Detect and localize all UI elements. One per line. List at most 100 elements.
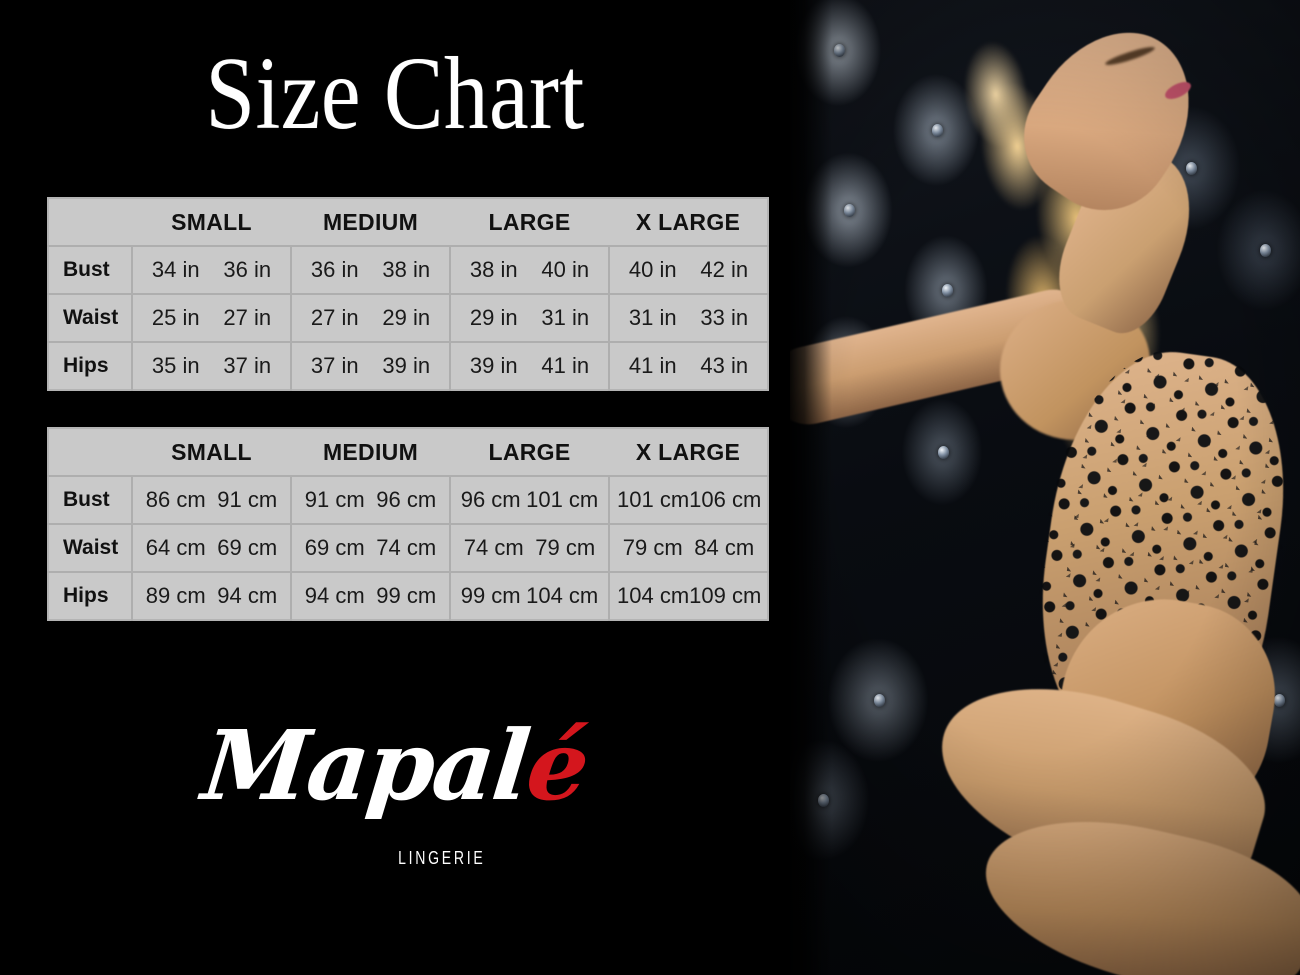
value-max: 43 in xyxy=(700,353,749,378)
value-max: 38 in xyxy=(382,257,431,282)
value-max: 33 in xyxy=(700,305,749,330)
size-table-inches: SMALL MEDIUM LARGE X LARGE Bust 34 in 36… xyxy=(47,197,769,391)
brand-wordmark: Mapalé xyxy=(0,709,795,822)
cell-hips-large: 99 cm 104 cm xyxy=(450,572,610,620)
table-header-inches: SMALL MEDIUM LARGE X LARGE xyxy=(48,198,768,246)
value-max: 37 in xyxy=(223,353,272,378)
header-small: SMALL xyxy=(132,428,291,476)
header-xlarge: X LARGE xyxy=(609,428,768,476)
value-min: 89 cm xyxy=(145,583,206,608)
value-max: 96 cm xyxy=(376,487,437,512)
cell-bust-small: 86 cm 91 cm xyxy=(132,476,292,524)
header-small: SMALL xyxy=(132,198,291,246)
value-min: 86 cm xyxy=(145,487,206,512)
value-max: 40 in xyxy=(541,257,590,282)
row-label-waist: Waist xyxy=(48,294,133,342)
table-header-row: SMALL MEDIUM LARGE X LARGE xyxy=(48,428,768,476)
header-large: LARGE xyxy=(450,198,609,246)
value-min: 74 cm xyxy=(463,535,524,560)
cell-waist-small: 25 in 27 in xyxy=(132,294,292,342)
photo-vignette xyxy=(786,0,1300,975)
value-max: 79 cm xyxy=(535,535,596,560)
value-min: 37 in xyxy=(310,353,359,378)
value-min: 36 in xyxy=(310,257,359,282)
value-min: 69 cm xyxy=(304,535,365,560)
info-panel: Size Chart SMALL MEDIUM LARGE X LARGE Bu… xyxy=(0,41,790,898)
cell-bust-large: 38 in 40 in xyxy=(450,246,610,294)
value-max: 74 cm xyxy=(376,535,437,560)
row-label-bust: Bust xyxy=(48,476,133,524)
cell-bust-small: 34 in 36 in xyxy=(132,246,292,294)
table-row: Waist 64 cm 69 cm 69 cm 74 cm xyxy=(48,524,768,572)
value-min: 29 in xyxy=(469,305,518,330)
cell-hips-medium: 37 in 39 in xyxy=(291,342,451,390)
value-max: 106 cm xyxy=(689,487,762,512)
value-min: 104 cm xyxy=(617,583,690,608)
row-label-hips: Hips xyxy=(48,572,133,620)
header-large: LARGE xyxy=(450,428,609,476)
value-min: 96 cm xyxy=(460,487,521,512)
value-max: 99 cm xyxy=(376,583,437,608)
brand-subtitle: LINGERIE xyxy=(398,848,486,868)
cell-hips-xlarge: 41 in 43 in xyxy=(609,342,768,390)
value-min: 79 cm xyxy=(622,535,683,560)
value-min: 91 cm xyxy=(304,487,365,512)
value-min: 99 cm xyxy=(460,583,521,608)
value-max: 39 in xyxy=(382,353,431,378)
table-body-cm: Bust 86 cm 91 cm 91 cm 96 cm xyxy=(48,476,768,620)
value-min: 31 in xyxy=(628,305,677,330)
header-corner xyxy=(48,428,132,476)
cell-waist-medium: 27 in 29 in xyxy=(291,294,451,342)
cell-bust-xlarge: 101 cm 106 cm xyxy=(609,476,768,524)
cell-waist-xlarge: 79 cm 84 cm xyxy=(609,524,768,572)
table-header-row: SMALL MEDIUM LARGE X LARGE xyxy=(48,198,768,246)
value-min: 38 in xyxy=(469,257,518,282)
value-max: 109 cm xyxy=(689,583,762,608)
cell-bust-medium: 91 cm 96 cm xyxy=(291,476,451,524)
value-min: 39 in xyxy=(469,353,518,378)
cell-waist-large: 74 cm 79 cm xyxy=(450,524,610,572)
table-row: Bust 34 in 36 in 36 in 38 in xyxy=(48,246,768,294)
table-header-cm: SMALL MEDIUM LARGE X LARGE xyxy=(48,428,768,476)
value-max: 69 cm xyxy=(217,535,278,560)
size-table-centimeters: SMALL MEDIUM LARGE X LARGE Bust 86 cm 91… xyxy=(47,427,769,621)
table-body-inches: Bust 34 in 36 in 36 in 38 in xyxy=(48,246,768,390)
cell-hips-xlarge: 104 cm 109 cm xyxy=(609,572,768,620)
value-min: 34 in xyxy=(151,257,200,282)
row-label-bust: Bust xyxy=(48,246,133,294)
value-max: 101 cm xyxy=(526,487,599,512)
value-min: 94 cm xyxy=(304,583,365,608)
cell-bust-medium: 36 in 38 in xyxy=(291,246,451,294)
header-xlarge: X LARGE xyxy=(609,198,768,246)
value-min: 35 in xyxy=(151,353,200,378)
header-corner xyxy=(48,198,132,246)
value-max: 31 in xyxy=(541,305,590,330)
brand-name-main: Mapal xyxy=(197,709,534,822)
value-max: 42 in xyxy=(700,257,749,282)
cell-waist-medium: 69 cm 74 cm xyxy=(291,524,451,572)
table-row: Hips 89 cm 94 cm 94 cm 99 cm xyxy=(48,572,768,620)
cell-hips-medium: 94 cm 99 cm xyxy=(291,572,451,620)
value-min: 40 in xyxy=(628,257,677,282)
value-min: 64 cm xyxy=(145,535,206,560)
cell-hips-small: 89 cm 94 cm xyxy=(132,572,292,620)
cell-waist-small: 64 cm 69 cm xyxy=(132,524,292,572)
cell-bust-large: 96 cm 101 cm xyxy=(450,476,610,524)
header-medium: MEDIUM xyxy=(291,428,450,476)
value-max: 104 cm xyxy=(526,583,599,608)
value-max: 29 in xyxy=(382,305,431,330)
value-max: 27 in xyxy=(223,305,272,330)
cell-hips-large: 39 in 41 in xyxy=(450,342,610,390)
value-max: 91 cm xyxy=(217,487,278,512)
table-row: Waist 25 in 27 in 27 in 29 in xyxy=(48,294,768,342)
row-label-waist: Waist xyxy=(48,524,133,572)
brand-name-accent: é xyxy=(521,709,593,822)
brand-logo: Mapalé LINGERIE xyxy=(0,709,790,898)
value-min: 25 in xyxy=(151,305,200,330)
value-max: 94 cm xyxy=(217,583,278,608)
table-row: Hips 35 in 37 in 37 in 39 in xyxy=(48,342,768,390)
value-min: 27 in xyxy=(310,305,359,330)
row-label-hips: Hips xyxy=(48,342,133,390)
value-min: 101 cm xyxy=(617,487,690,512)
